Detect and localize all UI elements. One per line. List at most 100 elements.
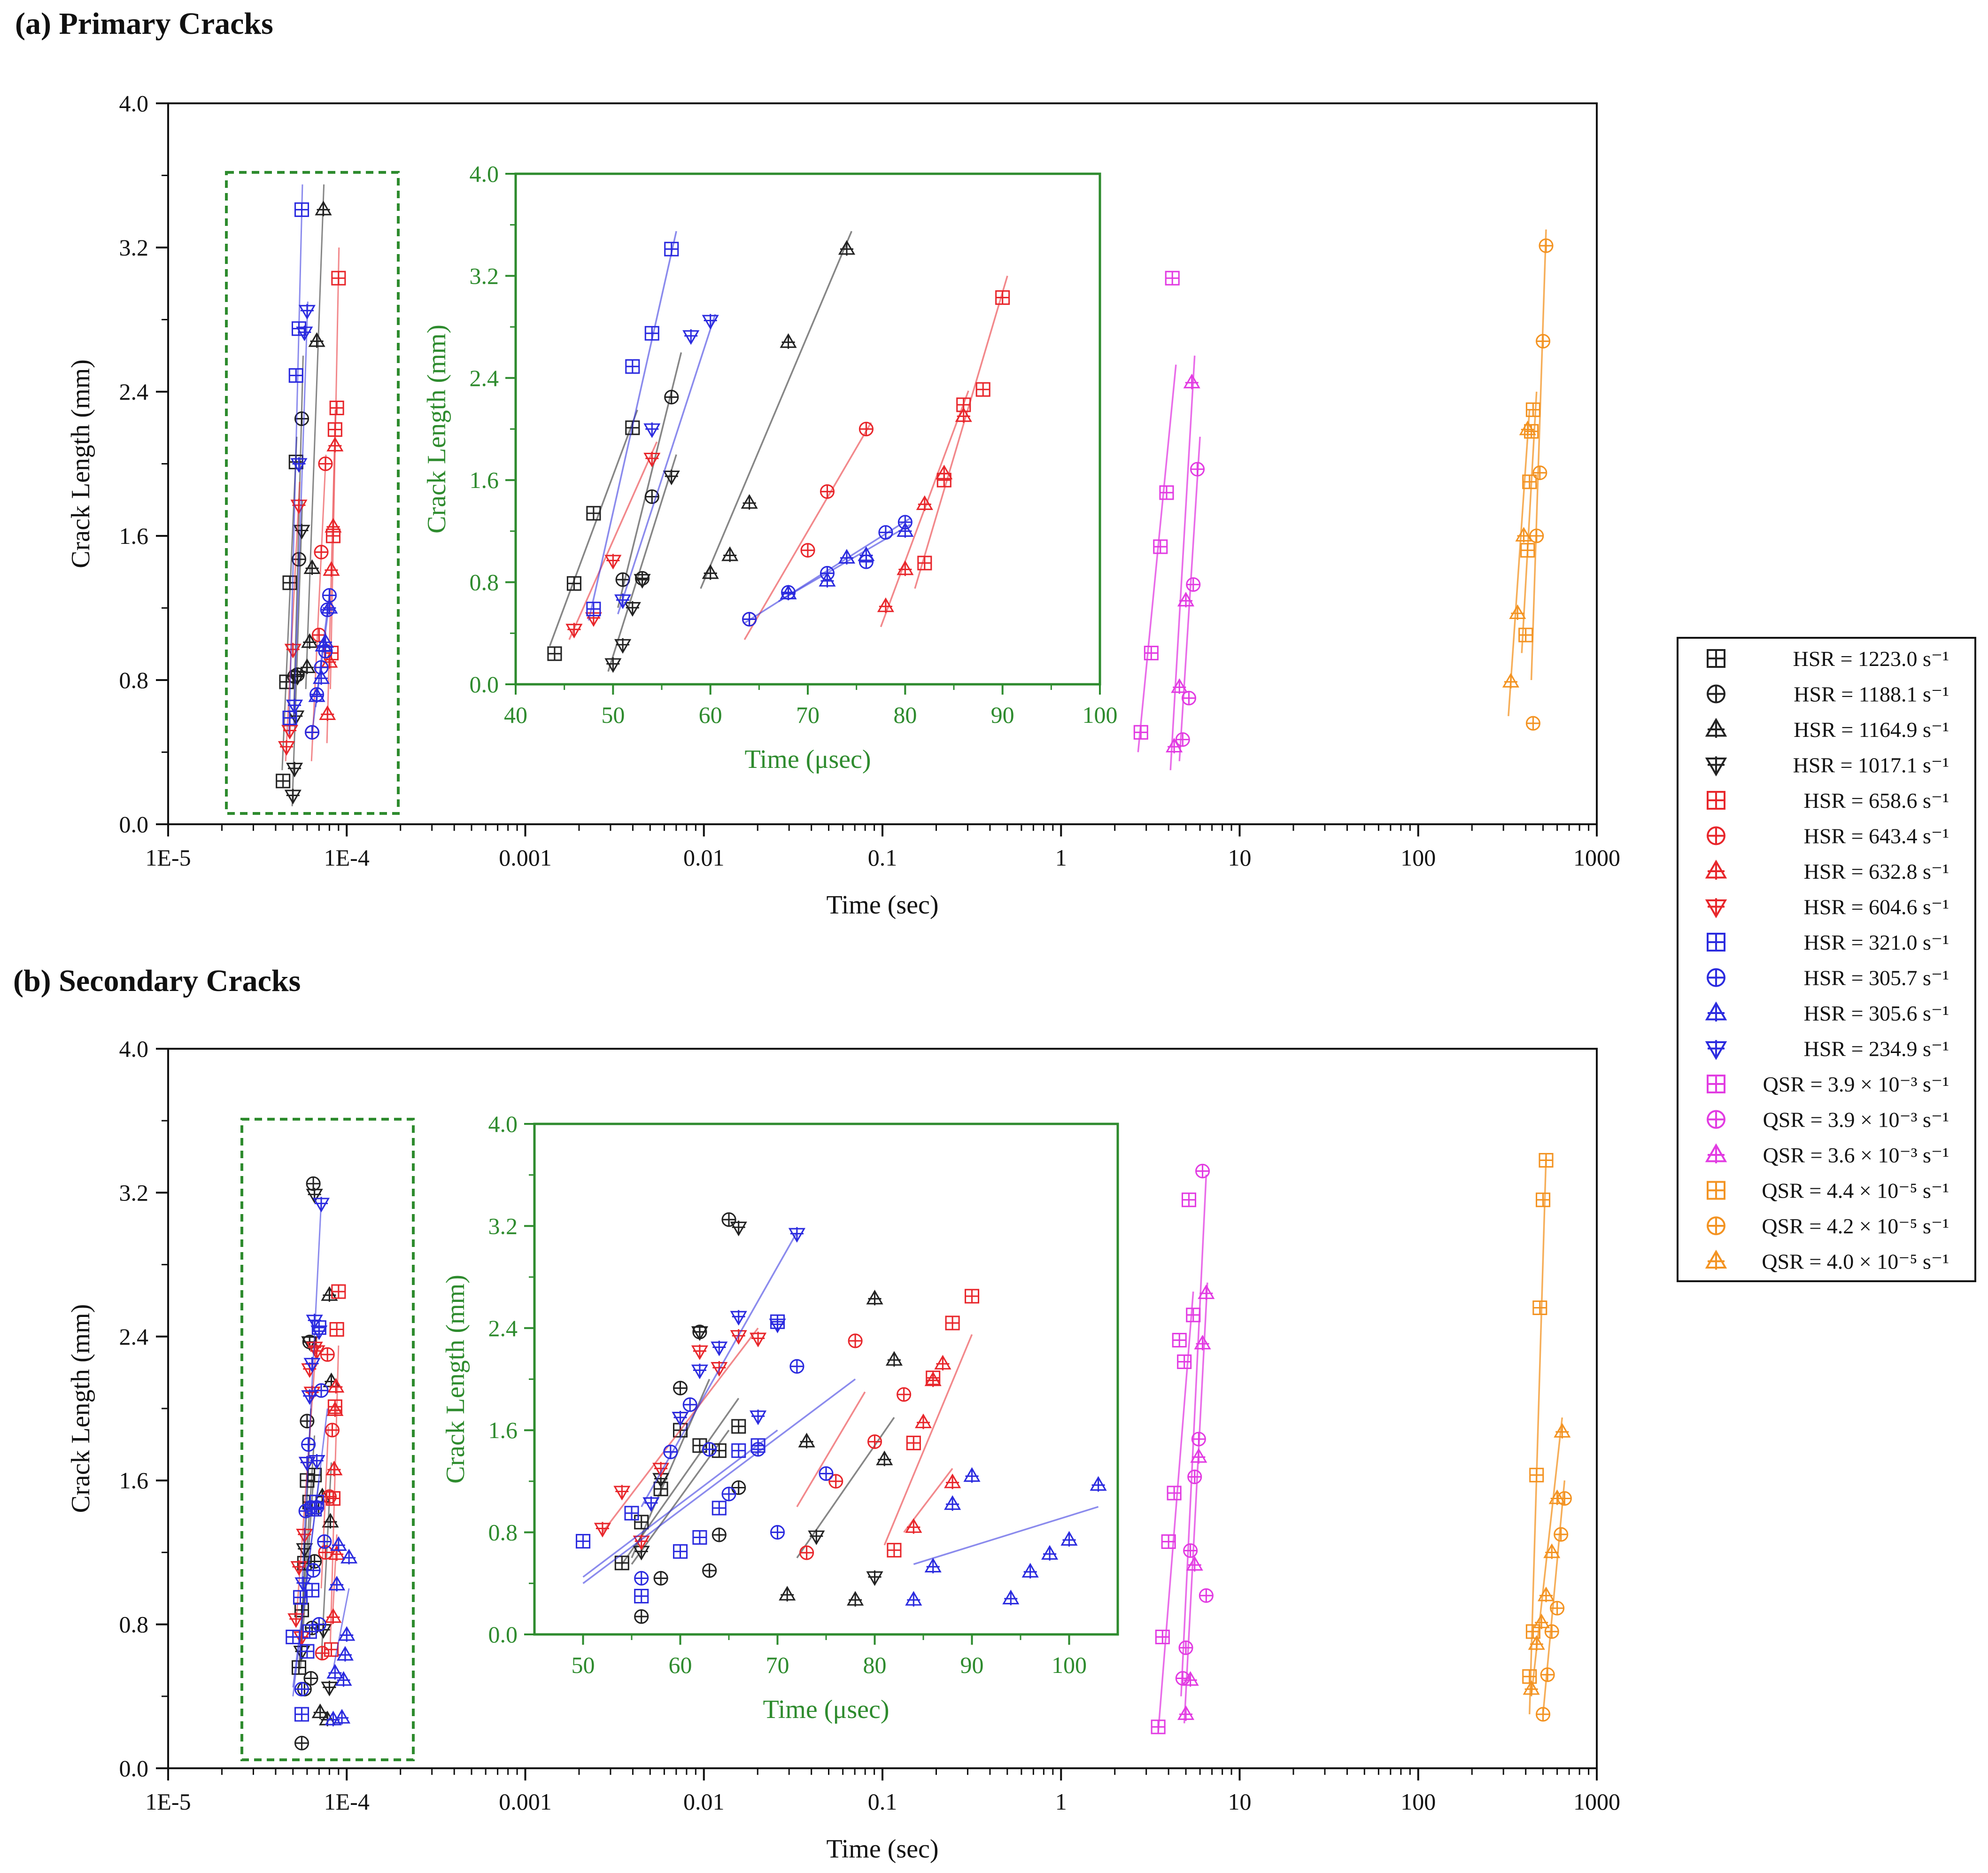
- inset-data-point: [625, 359, 640, 374]
- inset-data-point: [820, 484, 835, 499]
- legend-label: QSR = 3.9 × 10⁻³ s⁻¹: [1763, 1108, 1949, 1132]
- inset-data-point: [780, 333, 797, 349]
- y-tick-label: 4.0: [119, 1036, 149, 1062]
- inset-data-point: [653, 1571, 668, 1586]
- y-tick-label: 0.8: [119, 1611, 149, 1638]
- main-data-point: [335, 1671, 352, 1687]
- main-data-point: [1535, 334, 1551, 349]
- inset-fit-line: [914, 275, 1008, 589]
- inset-data-point: [859, 421, 874, 437]
- inset-data-point: [731, 1480, 746, 1495]
- inset-data-point: [721, 1212, 736, 1227]
- legend-marker: [1705, 1249, 1727, 1270]
- main-data-point: [286, 698, 303, 714]
- legend-label: HSR = 658.6 s⁻¹: [1804, 789, 1949, 813]
- main-data-point: [1535, 1192, 1551, 1207]
- main-data-point: [303, 1671, 318, 1686]
- inset-fit-line: [602, 1327, 759, 1533]
- inset-y-tick-label: 0.0: [470, 671, 499, 697]
- main-data-point: [1161, 1534, 1176, 1549]
- legend-marker: [1707, 1181, 1725, 1200]
- main-data-point: [336, 1646, 354, 1662]
- y-tick-label: 2.4: [119, 379, 149, 405]
- inset-data-point: [634, 1588, 649, 1604]
- legend-marker: [1707, 1110, 1725, 1129]
- inset-data-point: [798, 1432, 815, 1448]
- inset-data-point: [808, 1529, 825, 1545]
- x-tick-label: 0.001: [499, 1788, 552, 1815]
- main-data-point: [291, 321, 307, 336]
- inset-data-point: [691, 1325, 708, 1341]
- panel-b-title: (b) Secondary Cracks: [13, 964, 301, 998]
- x-tick-label: 1E-5: [145, 1788, 191, 1815]
- inset-y-axis-title: Crack Length (mm): [422, 325, 451, 534]
- main-data-point: [325, 1608, 342, 1624]
- inset-fit-line: [883, 1334, 973, 1546]
- inset-data-point: [702, 1563, 717, 1578]
- main-data-point: [1181, 690, 1197, 705]
- inset-fit-line: [607, 454, 677, 672]
- main-data-point: [328, 1576, 346, 1592]
- inset-data-point: [643, 422, 661, 438]
- inset-data-point: [1021, 1563, 1039, 1579]
- main-data-point: [1535, 1707, 1551, 1722]
- main-data-point: [1195, 1163, 1210, 1178]
- main-data-point: [306, 1176, 321, 1191]
- inset-data-point: [702, 564, 719, 580]
- main-data-point: [327, 1378, 345, 1394]
- legend-marker: [1707, 684, 1725, 704]
- main-data-point: [309, 1500, 325, 1515]
- inset-data-point: [848, 1333, 863, 1348]
- main-data-point: [1554, 1423, 1571, 1439]
- inset-y-tick-label: 4.0: [470, 161, 499, 187]
- inset-fit-line: [582, 1378, 856, 1584]
- inset-data-point: [750, 1409, 767, 1425]
- legend-label: QSR = 4.2 × 10⁻⁵ s⁻¹: [1762, 1214, 1949, 1238]
- main-data-point: [331, 1284, 346, 1299]
- y-tick-label: 3.2: [119, 1179, 149, 1206]
- inset-y-tick-label: 0.8: [470, 569, 499, 596]
- legend-marker: [1705, 1001, 1727, 1022]
- inset-data-point: [780, 584, 797, 601]
- inset-data-point: [838, 240, 856, 256]
- inset-x-tick-label: 60: [699, 702, 722, 728]
- main-data-point: [1177, 591, 1195, 608]
- inset-data-point: [838, 549, 856, 565]
- inset-data-point: [934, 1354, 951, 1370]
- inset-data-point: [586, 506, 601, 521]
- inset-data-point: [905, 1591, 922, 1607]
- inset-data-point: [944, 1473, 961, 1489]
- inset-y-tick-label: 3.2: [488, 1213, 518, 1239]
- x-tick-label: 0.01: [683, 844, 725, 871]
- x-tick-label: 1E-4: [324, 844, 370, 871]
- inset-x-tick-label: 50: [572, 1652, 595, 1678]
- main-data-point: [1186, 1308, 1201, 1323]
- inset-y-tick-label: 1.6: [488, 1417, 518, 1443]
- inset-fit-line: [796, 1417, 895, 1558]
- y-tick-label: 2.4: [119, 1323, 149, 1350]
- main-data-point: [1177, 1705, 1195, 1721]
- main-data-point: [1190, 462, 1205, 477]
- main-data-point: [325, 518, 342, 534]
- main-data-point: [329, 400, 344, 416]
- inset-data-point: [702, 314, 719, 330]
- inset-data-point: [819, 1466, 834, 1481]
- inset-data-point: [642, 1496, 660, 1512]
- main-series-layer: [276, 184, 1554, 806]
- main-data-point: [1523, 1680, 1540, 1696]
- main-data-point: [300, 1414, 315, 1429]
- inset-background: [516, 174, 1100, 684]
- legend-marker: [1705, 898, 1727, 919]
- inset-data-point: [1002, 1589, 1020, 1605]
- main-data-point: [287, 1612, 305, 1628]
- inset-y-tick-label: 2.4: [470, 365, 499, 391]
- main-fit-line: [1157, 1291, 1194, 1733]
- main-data-point: [1533, 1613, 1550, 1629]
- legend-label: HSR = 632.8 s⁻¹: [1804, 859, 1949, 883]
- main-data-point: [1183, 373, 1200, 389]
- main-data-point: [1525, 716, 1540, 731]
- main-fit-line: [1169, 356, 1196, 770]
- inset-data-point: [594, 1522, 611, 1538]
- inset-data-point: [586, 602, 601, 617]
- main-data-point: [296, 325, 313, 341]
